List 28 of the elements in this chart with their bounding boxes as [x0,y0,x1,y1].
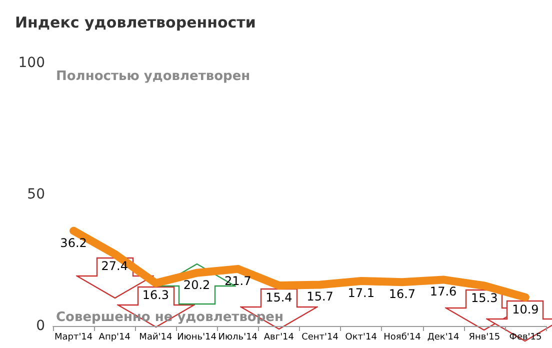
x-tick-label: Апр'14 [98,332,131,342]
data-label: 20.2 [183,278,210,292]
data-label: 27.4 [101,258,128,273]
data-label: 16.7 [388,287,416,302]
x-tick-label: Июль'14 [218,332,258,342]
data-label: 15.3 [471,290,498,305]
annotation: Полностью удовлетворен [56,69,250,84]
x-tick-label: Окт'14 [345,332,378,342]
data-label: 16.3 [142,288,170,302]
data-label: 15.7 [306,290,334,304]
x-tick-label: Нояб'14 [384,332,422,342]
y-tick-label: 0 [36,318,45,334]
data-label: 17.1 [348,286,374,300]
data-label: 21.7 [224,274,252,288]
x-tick-label: Авг'14 [264,332,294,342]
y-tick-label: 50 [27,186,45,202]
data-label: 10.9 [512,302,539,316]
data-label: 36.2 [60,236,87,250]
x-tick-label: Дек'14 [427,332,460,342]
x-tick-label: Янв'15 [468,332,500,342]
x-tick-label: Март'14 [54,332,93,342]
y-tick-label: 100 [18,55,45,71]
data-label: 15.4 [266,290,292,304]
x-tick-label: Май'14 [139,332,173,342]
x-tick-label: Июнь'14 [177,332,217,342]
x-tick-label: Сент'14 [302,332,339,342]
data-label: 17.6 [430,284,457,299]
chart-title: Индекс удовлетворенности [15,14,256,32]
